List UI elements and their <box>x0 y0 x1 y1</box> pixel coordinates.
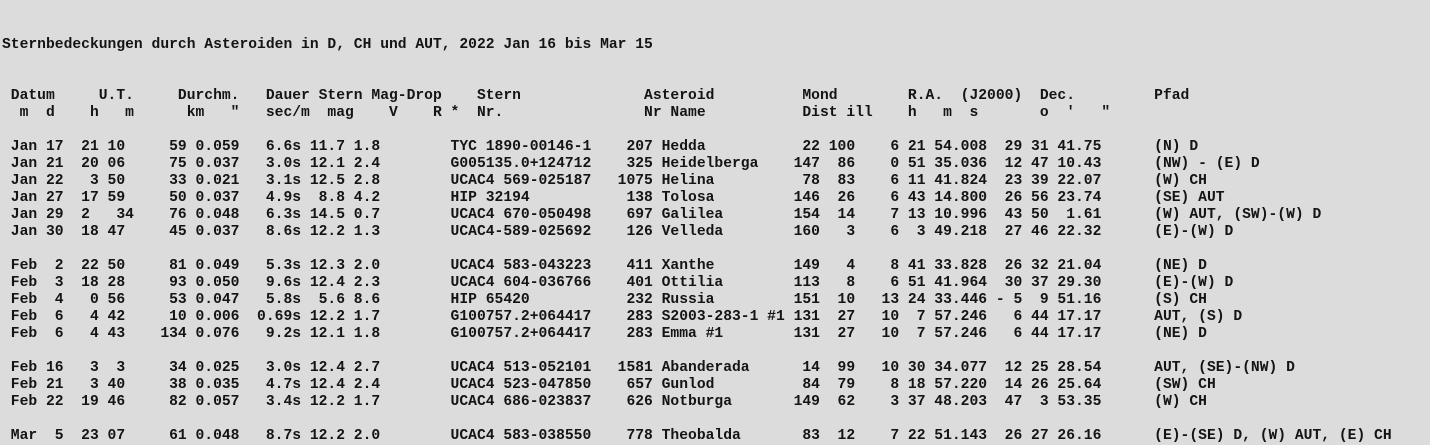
table-row: Jan 22 3 50 33 0.021 3.1s 12.5 2.8 UCAC4… <box>2 173 1207 189</box>
table-row: Feb 22 19 46 82 0.057 3.4s 12.2 1.7 UCAC… <box>2 394 1207 410</box>
spacer-row <box>2 71 1392 88</box>
table-row: Jan 30 18 47 45 0.037 8.6s 12.2 1.3 UCAC… <box>2 224 1234 240</box>
table-row: Jan 29 2 34 76 0.048 6.3s 14.5 0.7 UCAC4… <box>2 207 1322 223</box>
table-row: Feb 4 0 56 53 0.047 5.8s 5.6 8.6 HIP 654… <box>2 292 1207 308</box>
spacer-row <box>2 343 1392 360</box>
table-row: Feb 21 3 40 38 0.035 4.7s 12.4 2.4 UCAC4… <box>2 377 1216 393</box>
table-row: Jan 17 21 10 59 0.059 6.6s 11.7 1.8 TYC … <box>2 139 1199 155</box>
table-row: Feb 6 4 43 134 0.076 9.2s 12.1 1.8 G1007… <box>2 326 1207 342</box>
table-header-row: Datum U.T. Durchm. Dauer Stern Mag-Drop … <box>2 88 1190 104</box>
page-title: Sternbedeckungen durch Asteroiden in D, … <box>2 37 653 53</box>
occultation-table-document: Sternbedeckungen durch Asteroiden in D, … <box>2 3 1392 445</box>
table-row: Jan 27 17 59 50 0.037 4.9s 8.8 4.2 HIP 3… <box>2 190 1225 206</box>
spacer-row <box>2 122 1392 139</box>
table-row: Feb 3 18 28 93 0.050 9.6s 12.4 2.3 UCAC4… <box>2 275 1234 291</box>
table-header-units-row: m d h m km " sec/m mag V R * Nr. Nr Name… <box>2 105 1111 121</box>
spacer-row <box>2 241 1392 258</box>
table-row: Mar 5 23 07 61 0.048 8.7s 12.2 2.0 UCAC4… <box>2 428 1392 444</box>
table-row: Feb 16 3 3 34 0.025 3.0s 12.4 2.7 UCAC4 … <box>2 360 1295 376</box>
table-row: Feb 2 22 50 81 0.049 5.3s 12.3 2.0 UCAC4… <box>2 258 1207 274</box>
table-row: Feb 6 4 42 10 0.006 0.69s 12.2 1.7 G1007… <box>2 309 1243 325</box>
table-row: Jan 21 20 06 75 0.037 3.0s 12.1 2.4 G005… <box>2 156 1260 172</box>
